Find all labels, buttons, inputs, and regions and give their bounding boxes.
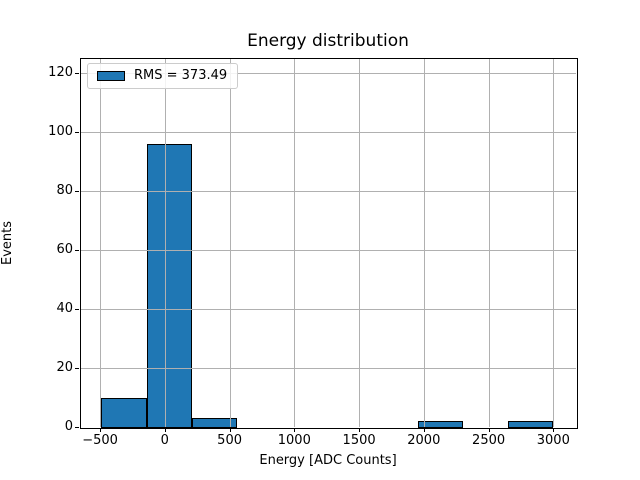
- x-axis-label: Energy [ADC Counts]: [259, 453, 397, 468]
- x-tick-label: 3000: [536, 433, 570, 448]
- x-tick-label: 2000: [407, 433, 441, 448]
- vertical-gridline: [164, 58, 166, 427]
- x-tick-mark: [423, 428, 425, 432]
- y-tick-label: 60: [56, 241, 73, 257]
- x-tick-label: 2500: [472, 433, 506, 448]
- legend-box: RMS = 373.49: [87, 63, 239, 89]
- y-tick-mark: [75, 308, 79, 310]
- y-tick-label: 120: [48, 64, 73, 80]
- horizontal-gridline: [80, 131, 576, 133]
- legend-color-swatch: [97, 71, 125, 81]
- horizontal-gridline: [80, 368, 576, 369]
- x-tick-label: 1500: [342, 433, 376, 448]
- horizontal-gridline: [80, 72, 576, 74]
- vertical-gridline: [100, 58, 102, 427]
- y-tick-label: 80: [56, 182, 73, 198]
- vertical-gridline: [294, 58, 296, 427]
- y-tick-mark: [75, 427, 79, 428]
- x-tick-mark: [100, 428, 102, 432]
- y-tick-mark: [75, 190, 79, 192]
- y-tick-label: 40: [56, 300, 73, 316]
- histogram-bar: [508, 421, 554, 428]
- x-tick-mark: [359, 428, 361, 432]
- chart-title: Energy distribution: [247, 31, 409, 51]
- x-tick-label: −500: [82, 433, 118, 448]
- histogram-bar: [417, 421, 463, 428]
- horizontal-gridline: [80, 190, 576, 192]
- x-tick-label: 1000: [277, 433, 311, 448]
- horizontal-gridline: [80, 308, 576, 310]
- histogram-bar: [101, 397, 147, 428]
- histogram-bar: [191, 418, 237, 428]
- x-tick-mark: [164, 428, 166, 432]
- x-tick-mark: [229, 428, 231, 432]
- x-tick-label: 500: [217, 433, 242, 448]
- vertical-gridline: [553, 58, 555, 427]
- y-tick-mark: [75, 72, 79, 74]
- vertical-gridline: [423, 58, 425, 427]
- x-tick-mark: [553, 428, 555, 432]
- y-tick-label: 20: [56, 360, 73, 375]
- x-tick-mark: [488, 428, 490, 432]
- vertical-gridline: [488, 58, 490, 427]
- x-tick-mark: [294, 428, 296, 432]
- horizontal-gridline: [80, 249, 576, 251]
- y-tick-label: 0: [64, 419, 73, 434]
- legend-label: RMS = 373.49: [134, 68, 228, 83]
- y-tick-label: 100: [48, 123, 73, 139]
- y-tick-mark: [75, 131, 79, 133]
- y-tick-mark: [75, 249, 79, 251]
- vertical-gridline: [229, 58, 231, 427]
- x-tick-label: 0: [160, 433, 169, 448]
- y-tick-mark: [75, 368, 79, 369]
- vertical-gridline: [359, 58, 361, 427]
